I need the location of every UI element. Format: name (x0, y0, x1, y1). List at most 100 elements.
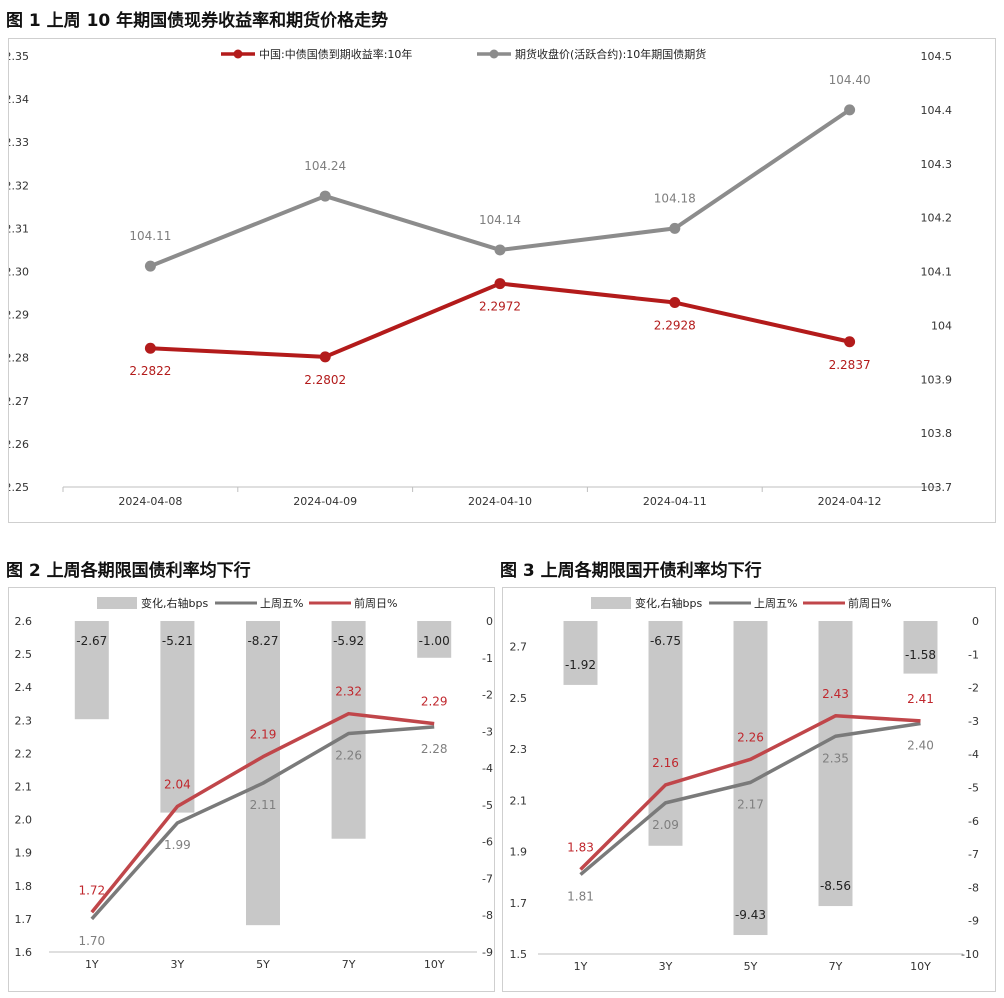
y-right-tick-label: 103.9 (921, 373, 953, 386)
figure-3-chart: 1.51.71.92.12.32.52.7-10-9-8-7-6-5-4-3-2… (510, 596, 980, 973)
series-line (150, 281, 851, 359)
y-left-tick-label: 2.28 (9, 352, 29, 365)
data-label: 1.70 (78, 934, 105, 948)
y-right-tick-label: -4 (968, 748, 979, 761)
data-label: 1.83 (567, 840, 594, 854)
figure-1-title: 图 1 上周 10 年期国债现券收益率和期货价格走势 (6, 11, 389, 31)
data-label: 1.99 (164, 838, 191, 852)
figure-2-title: 图 2 上周各期限国债利率均下行 (6, 561, 251, 581)
x-tick-label: 5Y (256, 958, 270, 971)
data-label: 104.40 (829, 73, 871, 87)
data-label: 2.29 (421, 695, 448, 709)
series-point (844, 336, 856, 348)
y-left-tick-label: 2.3 (510, 743, 528, 756)
x-tick-label: 5Y (744, 960, 758, 973)
series-line (579, 714, 921, 871)
y-left-tick-label: 2.5 (510, 692, 528, 705)
y-right-tick-label: -2 (482, 689, 493, 702)
data-label: 104.11 (129, 229, 171, 243)
bar (74, 621, 109, 720)
y-right-tick-label: 104.1 (921, 266, 953, 279)
x-tick-label: 2024-04-12 (818, 495, 882, 508)
y-right-tick-label: -9 (482, 946, 493, 959)
series-point (144, 342, 156, 354)
y-left-tick-label: 2.34 (9, 93, 29, 106)
data-label: 2.41 (907, 692, 934, 706)
y-left-tick-label: 1.6 (15, 946, 33, 959)
x-tick-label: 3Y (659, 960, 673, 973)
x-tick-label: 3Y (171, 958, 185, 971)
data-label: 2.28 (421, 742, 448, 756)
x-tick-label: 2024-04-08 (118, 495, 182, 508)
legend-label: 前周日% (848, 596, 891, 610)
y-right-tick-label: -6 (968, 815, 979, 828)
y-left-tick-label: 2.6 (15, 615, 33, 628)
legend-label: 变化,右轴bps (141, 596, 208, 610)
bar-value-label: -2.67 (76, 634, 107, 648)
data-label: 1.72 (78, 883, 105, 897)
data-label: 104.14 (479, 213, 521, 227)
figure-1-chart: 2.25 2.26 2.27 2.28 2.29 2.30 2.31 2.32 2.33 2.34… (5, 47, 953, 508)
y-left-tick-label: 2.27 (9, 395, 29, 408)
figure-2-chart: 1.6 1.7 1.8 1.9 2.0 2.1 2.2 2.3 2.4 2.5 2.6 -9 -8 -7 -… (15, 596, 494, 971)
y-right-tick-label: -6 (482, 836, 493, 849)
y-left-tick-label: 2.4 (15, 681, 33, 694)
data-label: 104.24 (304, 159, 346, 173)
y-left-tick-label: 2.5 (15, 648, 33, 661)
y-left-tick-label: 2.7 (510, 641, 528, 654)
y-left-tick-label: 2.1 (15, 781, 33, 794)
figure-1-panel: 2.25 2.26 2.27 2.28 2.29 2.30 2.31 2.32 2.33 2.34… (5, 38, 996, 523)
y-left-tick-label: 2.0 (15, 814, 33, 827)
data-label: 2.17 (737, 797, 764, 811)
x-tick-label: 1Y (574, 960, 588, 973)
y-right-tick-label: -2 (968, 682, 979, 695)
y-right-tick-label: -4 (482, 762, 493, 775)
bar (160, 621, 195, 813)
legend-label: 前周日% (354, 596, 397, 610)
y-right-tick-label: 104.4 (921, 104, 953, 117)
data-label: 104.18 (654, 191, 696, 205)
y-left-tick-label: 1.9 (15, 847, 33, 860)
x-tick-label: 10Y (910, 960, 931, 973)
data-label: 2.35 (822, 751, 849, 765)
figure-2-panel: 1.6 1.7 1.8 1.9 2.0 2.1 2.2 2.3 2.4 2.5 2.6 -9 -8 -7 -… (8, 587, 495, 992)
series-point (494, 278, 506, 290)
data-label: 2.04 (164, 777, 191, 791)
y-right-tick-label: -3 (482, 725, 493, 738)
data-label: 2.2802 (304, 373, 346, 387)
y-right-tick-label: -5 (968, 782, 979, 795)
y-right-tick-label: 104.2 (921, 212, 953, 225)
bar-value-label: -5.21 (162, 634, 193, 648)
x-tick-label: 1Y (85, 958, 99, 971)
data-label: 2.09 (652, 818, 679, 832)
y-left-tick-label: 2.1 (510, 794, 528, 807)
bar (331, 621, 366, 839)
x-tick-label: 2024-04-10 (468, 495, 532, 508)
y-left-tick-label: 1.7 (15, 913, 33, 926)
x-tick-label: 7Y (342, 958, 356, 971)
y-left-tick-label: 2.26 (9, 438, 29, 451)
y-right-tick-label: 103.7 (921, 481, 953, 494)
bar (246, 621, 280, 926)
legend-marker (233, 49, 243, 59)
bar (903, 621, 938, 674)
data-label: 2.40 (907, 738, 934, 752)
bar-value-label: -6.75 (650, 634, 681, 648)
series-point (844, 104, 856, 116)
data-label: 2.32 (335, 685, 362, 699)
x-tick-label: 2024-04-09 (293, 495, 357, 508)
y-left-tick-label: 2.25 (9, 481, 29, 494)
legend-swatch (97, 597, 137, 609)
y-right-tick-label: -9 (968, 915, 979, 928)
bar (818, 621, 853, 907)
bar-value-label: -1.00 (419, 634, 450, 648)
y-right-tick-label: 104.5 (921, 50, 953, 63)
bar-value-label: -9.43 (735, 908, 766, 922)
series-line (579, 721, 921, 876)
series-point (319, 190, 331, 202)
y-right-tick-label: -1 (482, 652, 493, 665)
y-left-tick-label: 2.33 (9, 136, 29, 149)
y-left-tick-label: 1.7 (510, 897, 528, 910)
data-label: 2.43 (822, 687, 849, 701)
y-right-tick-label: -5 (482, 799, 493, 812)
